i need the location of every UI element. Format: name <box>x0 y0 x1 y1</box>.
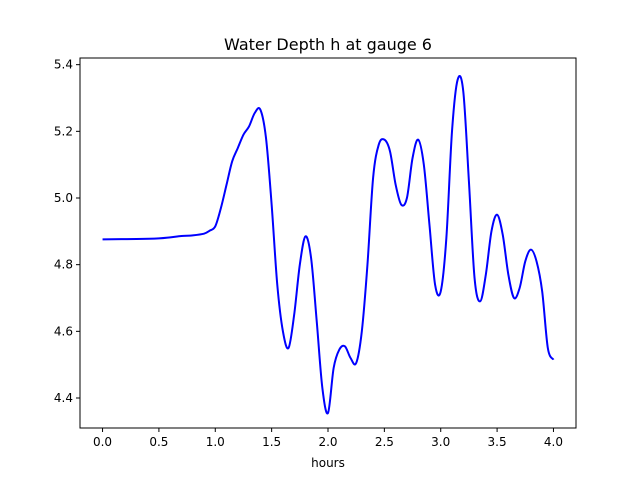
y-axis: 4.4 4.6 4.8 5.0 5.2 5.4 <box>54 58 80 405</box>
x-tick-label: 3.5 <box>488 435 507 449</box>
y-tick-label: 5.0 <box>54 191 73 205</box>
x-tick-label: 2.0 <box>318 435 337 449</box>
series-layer <box>102 74 555 415</box>
chart-title: Water Depth h at gauge 6 <box>224 35 432 54</box>
x-tick-label: 4.0 <box>544 435 563 449</box>
plot-frame <box>79 57 577 429</box>
x-tick-label: 1.0 <box>206 435 225 449</box>
y-tick-label: 4.4 <box>54 391 73 405</box>
series-line <box>102 74 555 415</box>
y-tick-label: 5.2 <box>54 124 73 138</box>
x-tick-label: 0.0 <box>93 435 112 449</box>
y-tick-label: 4.8 <box>54 258 73 272</box>
x-tick-label: 2.5 <box>375 435 394 449</box>
y-tick-label: 4.6 <box>54 324 73 338</box>
x-tick-label: 0.5 <box>149 435 168 449</box>
x-axis-label: hours <box>311 456 345 470</box>
x-axis: 0.0 0.5 1.0 1.5 2.0 2.5 3.0 3.5 4.0 <box>93 428 563 449</box>
x-tick-label: 3.0 <box>431 435 450 449</box>
x-tick-label: 1.5 <box>262 435 281 449</box>
y-tick-label: 5.4 <box>54 58 73 72</box>
